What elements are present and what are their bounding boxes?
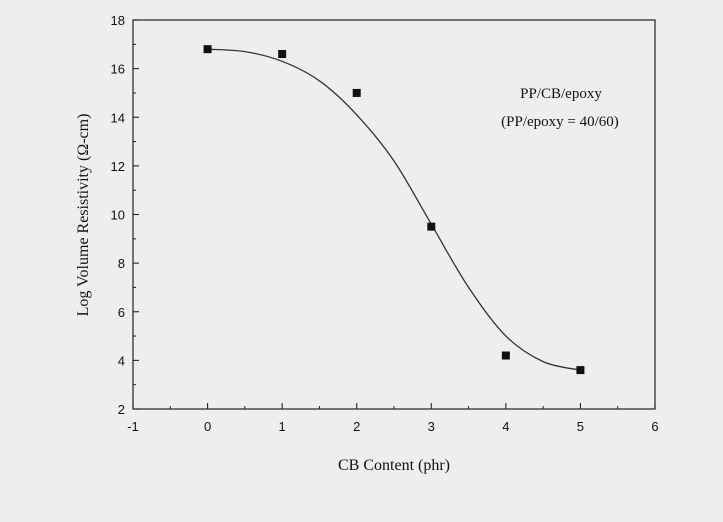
y-tick-label: 4 [118, 353, 125, 368]
x-axis-title: CB Content (phr) [338, 457, 450, 474]
x-tick-label: 3 [428, 419, 435, 434]
x-tick-label: 5 [577, 419, 584, 434]
data-point [203, 45, 212, 54]
data-point [427, 222, 436, 231]
x-tick-label: 6 [651, 419, 658, 434]
plot-frame [132, 19, 656, 410]
y-tick-label: 2 [118, 402, 125, 417]
fit-curve [207, 48, 581, 371]
data-points [203, 45, 585, 375]
x-tick-label: 1 [279, 419, 286, 434]
annotation-line-2: (PP/epoxy = 40/60) [501, 114, 619, 130]
data-point [576, 366, 585, 375]
x-axis: -1 0 1 2 3 4 5 6 [127, 403, 659, 434]
y-axis: 2 4 6 8 10 12 14 16 18 [111, 13, 139, 417]
y-axis-title: Log Volume Resistivity (Ω-cm) [75, 114, 92, 317]
y-tick-label: 12 [111, 159, 125, 174]
x-tick-label: 0 [204, 419, 211, 434]
data-point [352, 88, 361, 97]
y-tick-label: 14 [111, 110, 125, 125]
y-tick-label: 16 [111, 62, 125, 77]
y-tick-label: 8 [118, 256, 125, 271]
y-tick-label: 6 [118, 305, 125, 320]
annotation-line-1: PP/CB/epoxy [520, 86, 602, 102]
data-point [501, 351, 510, 360]
y-tick-label: 10 [111, 208, 125, 223]
x-tick-label: -1 [127, 419, 139, 434]
data-point [278, 50, 287, 59]
x-tick-label: 4 [502, 419, 509, 434]
y-tick-label: 18 [111, 13, 125, 28]
x-tick-label: 2 [353, 419, 360, 434]
